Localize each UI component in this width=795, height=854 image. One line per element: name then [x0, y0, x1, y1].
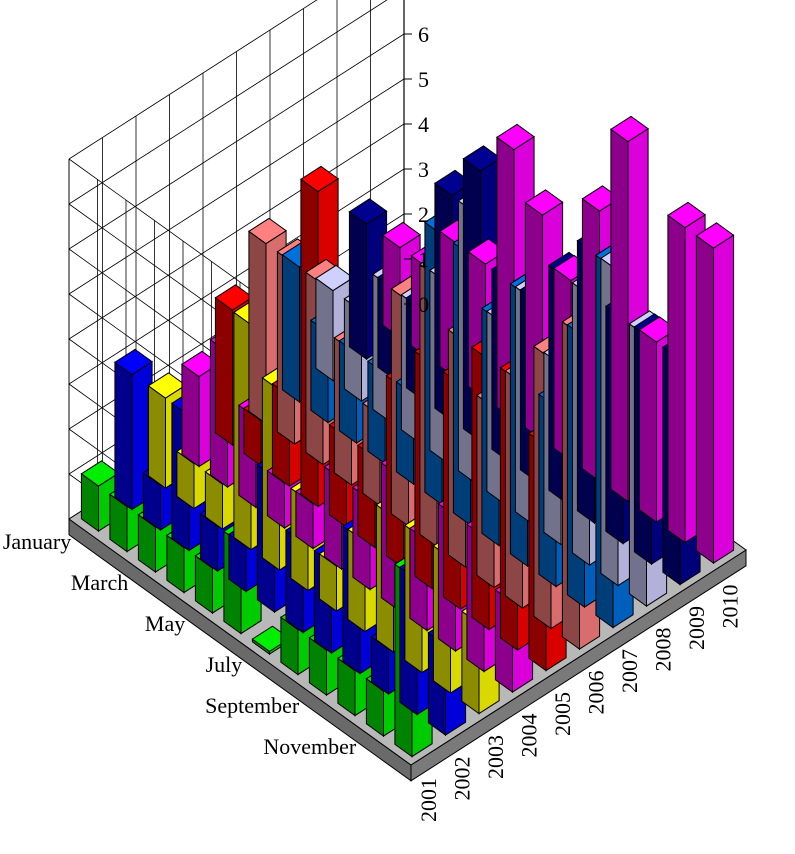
x-tick-label: 2007: [617, 649, 642, 693]
bar: [80, 460, 120, 533]
bar-top: [524, 189, 564, 216]
bar-side-left: [114, 361, 133, 511]
z-tick-label: 4: [418, 112, 429, 137]
x-tick-label: 2003: [483, 735, 508, 779]
grid-line-back-horizontal: [68, 123, 405, 340]
bar-top: [147, 372, 187, 399]
grid-line-back-horizontal: [68, 0, 388, 205]
x-tick-label: 2010: [717, 585, 742, 629]
bar-side-left: [214, 296, 233, 447]
grid-line-back-horizontal: [68, 33, 405, 250]
bar-top: [300, 165, 339, 193]
bar-side-left: [281, 253, 300, 404]
y-tick-label: September: [205, 693, 300, 718]
bars: [80, 115, 735, 758]
bar-side-left: [610, 128, 629, 503]
bar-top: [462, 145, 502, 172]
bar-side-left: [348, 210, 367, 361]
bar-top: [496, 123, 535, 151]
x-tick-label: 2001: [416, 778, 441, 822]
bar-top: [315, 264, 354, 292]
bar-side-left: [315, 277, 334, 382]
z-tick-label: 0: [418, 292, 429, 317]
bar-side-front: [713, 234, 735, 565]
y-tick-label: March: [71, 570, 128, 595]
grid-line-back-horizontal: [68, 168, 405, 385]
axis-labels: 012345678JanuaryMarchMayJulySeptemberNov…: [3, 0, 742, 822]
y-tick-label: July: [206, 652, 243, 677]
y-tick-label: November: [263, 734, 357, 759]
z-tick-label: 5: [418, 67, 429, 92]
grid-line-back-horizontal: [68, 0, 318, 160]
z-tick-label: 1: [418, 247, 429, 272]
x-tick-label: 2004: [516, 714, 541, 758]
bar-side-left: [667, 214, 686, 544]
z-tick-label: 2: [418, 202, 429, 227]
x-tick-label: 2009: [684, 606, 709, 650]
bar-top: [610, 115, 649, 143]
bar-side-left: [181, 363, 200, 468]
bar-side-left: [695, 234, 714, 565]
x-tick-label: 2005: [550, 692, 575, 736]
bar-top: [80, 460, 120, 487]
z-tick-label: 6: [418, 22, 429, 47]
bar: [114, 348, 153, 511]
grid-line-back-horizontal: [68, 78, 405, 295]
bar-top: [348, 198, 388, 225]
bar: [695, 222, 735, 565]
x-tick-label: 2006: [583, 671, 608, 715]
x-tick-label: 2002: [449, 757, 474, 801]
bar: [610, 115, 649, 503]
bar-side-left: [638, 328, 657, 524]
y-tick-label: May: [145, 611, 185, 636]
y-tick-label: January: [3, 529, 71, 554]
bar-top: [695, 222, 735, 249]
z-tick-label: 7: [418, 0, 429, 2]
bar-side-left: [147, 384, 166, 490]
z-tick-label: 3: [418, 157, 429, 182]
bar-top: [248, 217, 287, 245]
bar-top: [214, 284, 254, 311]
bar-top: [382, 221, 421, 249]
x-tick-label: 2008: [650, 628, 675, 672]
bar-top: [114, 348, 153, 376]
bar-top: [667, 201, 706, 229]
